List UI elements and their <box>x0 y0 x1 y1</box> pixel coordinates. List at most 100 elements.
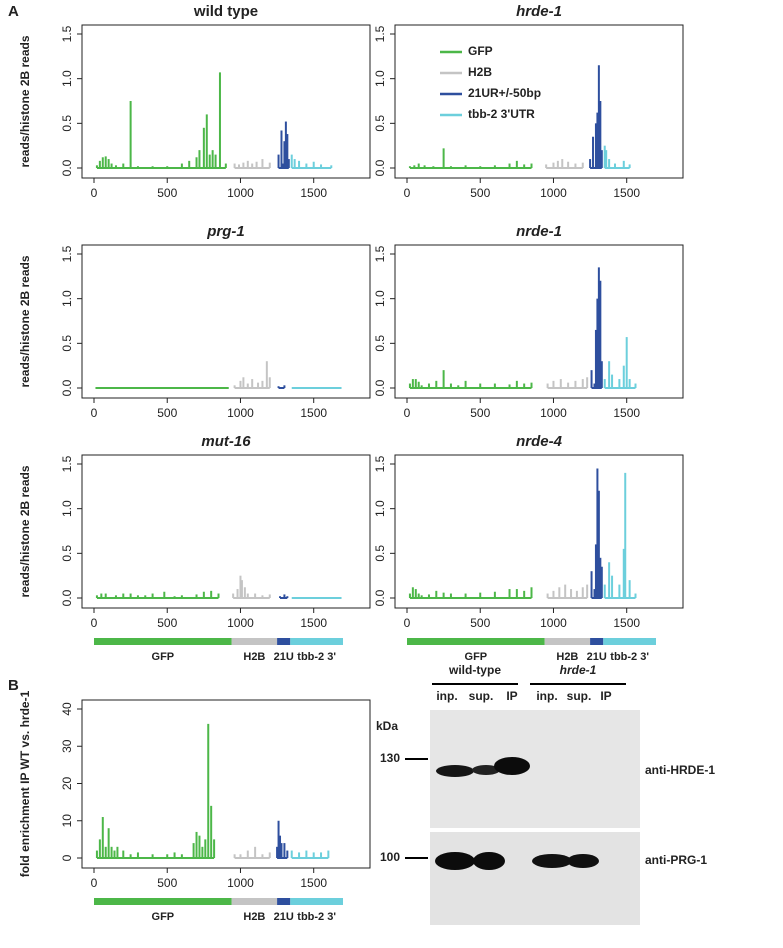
y-tick-label: 1.0 <box>373 500 387 517</box>
x-tick-label: 1500 <box>300 186 327 200</box>
y-tick-label: 1.0 <box>373 70 387 87</box>
band <box>472 765 500 775</box>
y-tick-label: 0.5 <box>60 335 74 352</box>
plot-frame <box>394 454 684 609</box>
legend-label: tbb-2 3'UTR <box>468 107 535 121</box>
chart-title: wild type <box>193 3 258 20</box>
group-label: wild-type <box>448 663 501 677</box>
x-tick-label: 1000 <box>540 186 567 200</box>
y-axis-label: reads/histone 2B reads <box>18 35 32 167</box>
band <box>435 852 475 870</box>
y-tick-label: 40 <box>60 702 74 716</box>
band <box>436 765 474 777</box>
y-tick-label: 0.0 <box>60 589 74 606</box>
gene-segment <box>407 638 545 645</box>
y-tick-label: 0.5 <box>60 545 74 562</box>
gene-segment-label: H2B <box>243 911 265 923</box>
y-tick-label: 1.0 <box>60 290 74 307</box>
gene-segment-label: GFP <box>465 651 488 663</box>
x-tick-label: 1500 <box>613 406 640 420</box>
legend-label: GFP <box>468 44 493 58</box>
plot-frame <box>81 699 371 869</box>
y-tick-label: 1.5 <box>60 455 74 472</box>
gene-segment-label: 21U <box>587 651 607 663</box>
x-tick-label: 0 <box>91 186 98 200</box>
y-tick-label: 1.0 <box>60 70 74 87</box>
x-tick-label: 1500 <box>613 616 640 630</box>
panel-label: B <box>8 677 19 694</box>
gene-segment <box>94 638 232 645</box>
gene-segment <box>231 898 278 905</box>
gene-segment-label: GFP <box>152 911 175 923</box>
y-tick-label: 0.0 <box>373 379 387 396</box>
y-tick-label: 0.0 <box>373 589 387 606</box>
x-tick-label: 1000 <box>227 406 254 420</box>
antibody-label: anti-HRDE-1 <box>645 763 715 777</box>
x-tick-label: 500 <box>157 876 177 890</box>
x-tick-label: 1000 <box>227 876 254 890</box>
marker-label: 130 <box>380 751 400 765</box>
x-tick-label: 500 <box>470 186 490 200</box>
y-axis-label: reads/histone 2B reads <box>18 465 32 597</box>
y-tick-label: 0 <box>60 854 74 861</box>
lane-label: IP <box>506 689 517 703</box>
x-tick-label: 500 <box>470 616 490 630</box>
y-tick-label: 0.0 <box>373 159 387 176</box>
chart-title: nrde-1 <box>516 223 562 240</box>
y-tick-label: 10 <box>60 814 74 828</box>
y-tick-label: 1.5 <box>60 245 74 262</box>
chart-title: prg-1 <box>206 223 245 240</box>
plot-frame <box>394 24 684 179</box>
western-blot: wild-type hrde-1 inp. sup. IP inp. sup. … <box>376 663 715 925</box>
gene-segment <box>231 638 278 645</box>
gene-segment <box>277 898 291 905</box>
y-axis-label: fold enrichment IP WT vs. hrde-1 <box>18 690 32 877</box>
band <box>473 852 505 870</box>
panel-label: A <box>8 3 19 20</box>
x-tick-label: 1500 <box>300 406 327 420</box>
y-tick-label: 0.5 <box>373 115 387 132</box>
y-tick-label: 0.5 <box>373 335 387 352</box>
lane-label: sup. <box>567 689 592 703</box>
legend-label: 21UR+/-50bp <box>468 86 541 100</box>
gene-segment-label: GFP <box>152 651 175 663</box>
x-tick-label: 1500 <box>300 876 327 890</box>
gene-segment-label: tbb-2 3' <box>297 911 336 923</box>
gene-segment <box>290 898 343 905</box>
gene-segment <box>544 638 591 645</box>
chart-title: hrde-1 <box>516 3 562 20</box>
band <box>532 854 572 868</box>
x-tick-label: 500 <box>157 406 177 420</box>
y-tick-label: 0.5 <box>60 115 74 132</box>
x-tick-label: 1000 <box>227 186 254 200</box>
gene-segment <box>590 638 604 645</box>
gene-segment-label: 21U <box>274 651 294 663</box>
blot-membrane <box>430 832 640 925</box>
plot-frame <box>394 244 684 399</box>
x-tick-label: 0 <box>404 616 411 630</box>
marker-label: 100 <box>380 850 400 864</box>
gene-segment <box>290 638 343 645</box>
lane-label: inp. <box>436 689 457 703</box>
antibody-label: anti-PRG-1 <box>645 853 707 867</box>
x-tick-label: 500 <box>157 616 177 630</box>
y-tick-label: 30 <box>60 739 74 753</box>
y-tick-label: 1.5 <box>373 455 387 472</box>
y-tick-label: 20 <box>60 777 74 791</box>
x-tick-label: 1000 <box>540 616 567 630</box>
x-tick-label: 0 <box>91 406 98 420</box>
gene-segment-label: H2B <box>556 651 578 663</box>
x-tick-label: 0 <box>404 406 411 420</box>
y-axis-label: reads/histone 2B reads <box>18 255 32 387</box>
lane-label: inp. <box>536 689 557 703</box>
x-tick-label: 1500 <box>613 186 640 200</box>
chart-title: mut-16 <box>201 433 251 450</box>
lane-label: IP <box>600 689 611 703</box>
y-tick-label: 1.0 <box>60 500 74 517</box>
lane-label: sup. <box>469 689 494 703</box>
chart-title: nrde-4 <box>516 433 563 450</box>
y-tick-label: 1.5 <box>60 25 74 42</box>
x-tick-label: 1000 <box>227 616 254 630</box>
